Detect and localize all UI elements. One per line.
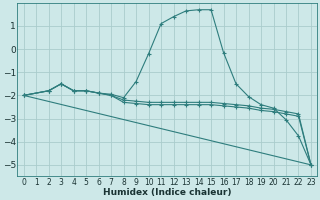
- X-axis label: Humidex (Indice chaleur): Humidex (Indice chaleur): [103, 188, 232, 197]
